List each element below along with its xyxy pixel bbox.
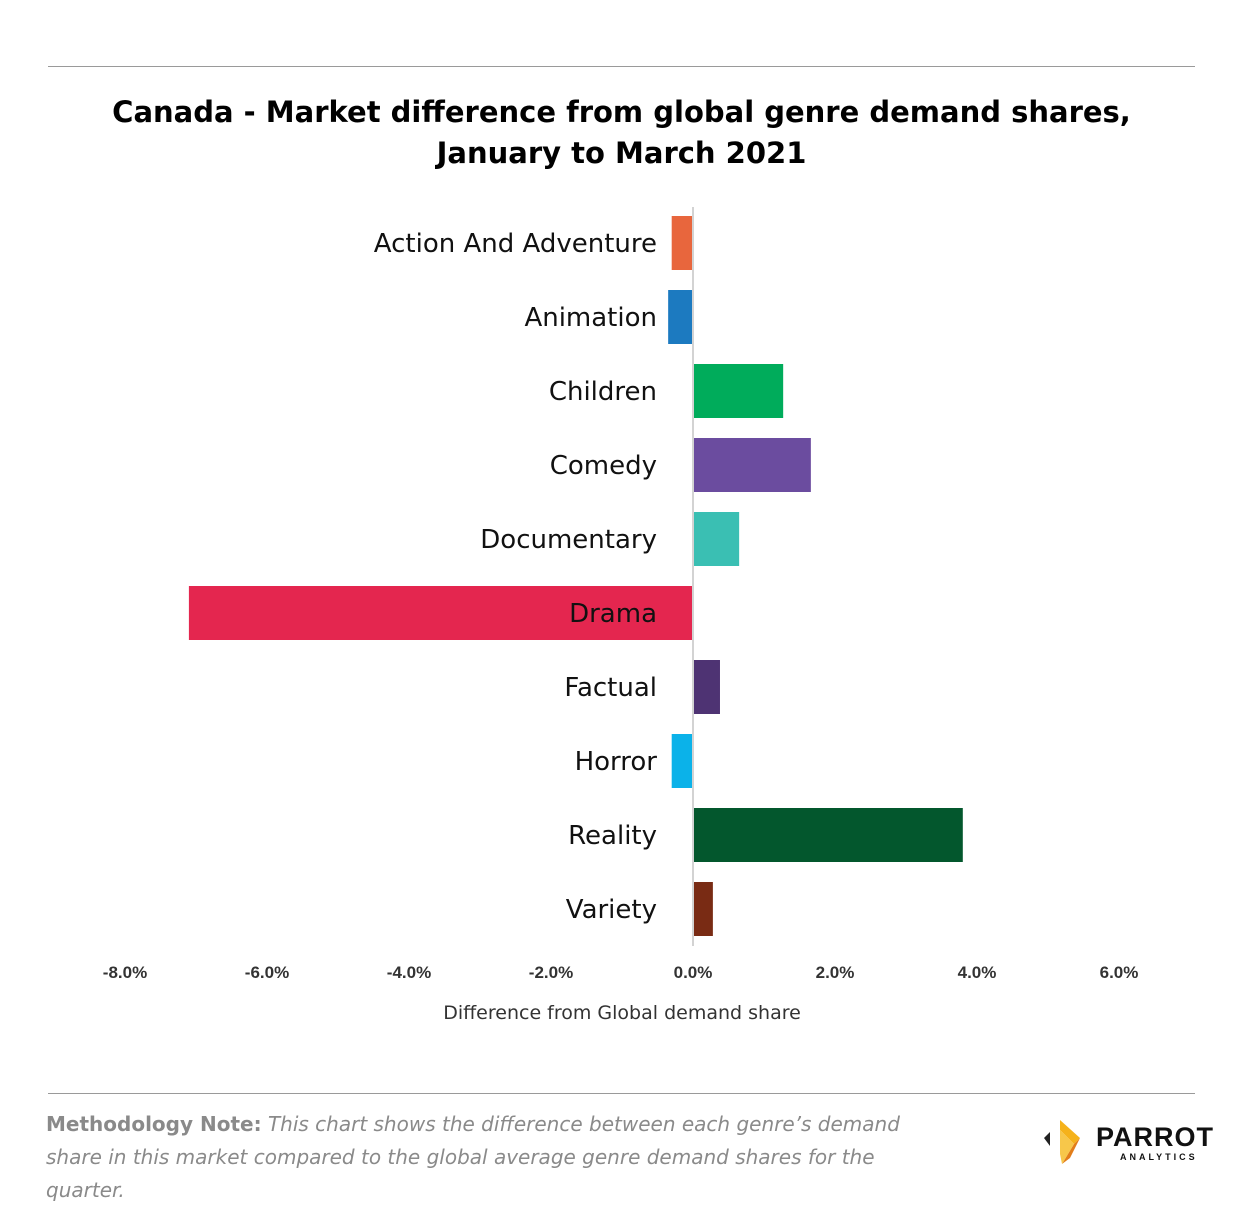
bar-drama xyxy=(188,586,693,640)
bar-horror xyxy=(671,734,693,788)
category-label: Horror xyxy=(575,747,658,777)
category-label: Reality xyxy=(568,821,657,851)
x-tick-label: 6.0% xyxy=(1100,963,1139,982)
category-labels-layer: Action And Adventure Animation Children Com… xyxy=(374,229,658,925)
category-label: Action And Adventure xyxy=(374,229,657,259)
bar-factual xyxy=(693,660,720,714)
x-tick-label: -2.0% xyxy=(529,963,573,982)
top-divider xyxy=(48,66,1195,67)
x-tick-label: -6.0% xyxy=(245,963,289,982)
category-label: Drama xyxy=(569,599,657,629)
x-tick-label: 0.0% xyxy=(674,963,713,982)
category-label: Variety xyxy=(566,895,657,925)
chart-title: Canada - Market difference from global g… xyxy=(112,95,1131,170)
x-tick-label: -4.0% xyxy=(387,963,431,982)
parrot-analytics-brand: PARROT ANALYTICS xyxy=(1040,1118,1213,1168)
category-label: Documentary xyxy=(480,525,657,555)
bar-children xyxy=(693,364,784,418)
bar-chart: Action And Adventure Animation Children Com… xyxy=(103,207,1139,1024)
bar-variety xyxy=(693,882,713,936)
brand-name: PARROT xyxy=(1096,1122,1214,1152)
methodology-note: Methodology Note: This chart shows the d… xyxy=(46,1108,916,1207)
category-label: Comedy xyxy=(550,451,657,481)
x-tick-label: 2.0% xyxy=(816,963,855,982)
brand-subtitle: ANALYTICS xyxy=(1120,1152,1198,1162)
bars-layer xyxy=(188,216,963,936)
x-axis-title: Difference from Global demand share xyxy=(443,1002,801,1024)
bar-reality xyxy=(693,808,963,862)
x-tick-label: 4.0% xyxy=(958,963,997,982)
category-label: Factual xyxy=(564,673,657,703)
category-label: Children xyxy=(549,377,657,407)
parrot-analytics-logo-icon xyxy=(1044,1120,1080,1164)
category-label: Animation xyxy=(524,303,657,333)
bar-documentary xyxy=(693,512,740,566)
bar-action-and-adventure xyxy=(671,216,693,270)
methodology-note-text: This chart shows the difference between … xyxy=(46,1112,900,1202)
bar-animation xyxy=(668,290,693,344)
methodology-note-label: Methodology Note: xyxy=(46,1112,262,1136)
bar-comedy xyxy=(693,438,811,492)
bottom-divider xyxy=(48,1093,1195,1094)
x-tick-labels-layer: -8.0% -6.0% -4.0% -2.0% 0.0% 2.0% 4.0% 6.0% xyxy=(103,963,1139,982)
x-tick-label: -8.0% xyxy=(103,963,147,982)
